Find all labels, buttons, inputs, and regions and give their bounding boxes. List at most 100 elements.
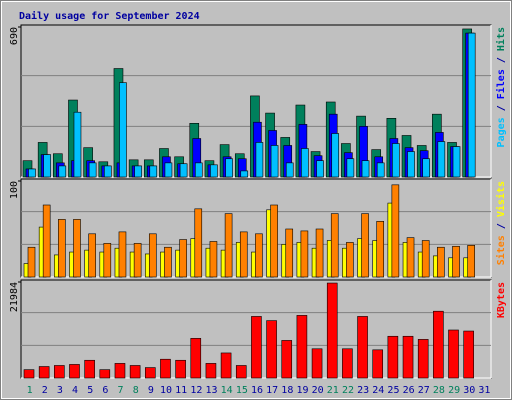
- bar: [433, 310, 444, 379]
- bar: [467, 245, 475, 278]
- bar: [296, 315, 308, 379]
- bar: [392, 143, 400, 178]
- x-tick-label: 15: [236, 385, 248, 396]
- bar: [42, 204, 51, 278]
- legend-entry: Visits: [495, 181, 507, 217]
- bar: [281, 340, 293, 379]
- x-tick-label: 12: [190, 385, 202, 396]
- bar: [452, 146, 461, 178]
- bar: [133, 243, 142, 278]
- bar: [448, 329, 459, 379]
- y-tick-label: 100: [9, 181, 20, 199]
- x-tick-label: 4: [72, 385, 78, 396]
- bar: [316, 160, 324, 178]
- x-tick-label: 14: [221, 385, 233, 396]
- bar: [357, 316, 368, 379]
- legend-label: Pages / Files / Hits: [495, 27, 507, 147]
- bar: [376, 221, 385, 278]
- x-tick-label: 6: [102, 385, 108, 396]
- y-tick-label: 21984: [9, 282, 20, 312]
- legend-entry: Sites: [495, 235, 507, 265]
- bar: [331, 133, 340, 178]
- bar: [28, 168, 36, 178]
- bar: [194, 208, 203, 278]
- bar: [58, 219, 66, 278]
- x-tick-label: 13: [205, 385, 217, 396]
- bar: [220, 352, 232, 379]
- bar: [210, 164, 218, 178]
- bar: [372, 349, 384, 379]
- x-tick-label: 27: [418, 385, 430, 396]
- x-tick-label: 18: [281, 385, 293, 396]
- x-tick-label: 26: [403, 385, 415, 396]
- x-tick-label: 9: [148, 385, 154, 396]
- legend-label: Sites / Visits: [495, 181, 507, 265]
- bar: [73, 219, 81, 278]
- x-tick-label: 5: [87, 385, 93, 396]
- bar: [179, 239, 187, 278]
- bar: [407, 151, 415, 178]
- bar: [118, 231, 127, 278]
- bar: [54, 365, 65, 379]
- bar: [421, 240, 430, 278]
- bar: [361, 160, 370, 178]
- x-tick-label: 25: [387, 385, 399, 396]
- chart-title: Daily usage for September 2024: [19, 10, 200, 22]
- bar: [149, 165, 158, 178]
- bar: [417, 339, 429, 379]
- x-tick-label: 1: [27, 385, 33, 396]
- x-tick-label: 30: [463, 385, 475, 396]
- x-tick-label: 2: [42, 385, 48, 396]
- bar: [266, 320, 277, 379]
- bar: [23, 369, 35, 379]
- bar: [251, 316, 262, 379]
- legend-separator: /: [496, 217, 507, 235]
- bar: [270, 145, 279, 178]
- x-tick-label: 3: [57, 385, 63, 396]
- bar: [387, 335, 399, 379]
- bar: [391, 184, 400, 278]
- bar: [134, 165, 142, 178]
- bar: [73, 111, 82, 178]
- bar: [402, 335, 414, 379]
- bar: [119, 82, 127, 178]
- bar: [194, 162, 203, 178]
- bar: [240, 170, 249, 178]
- bar: [88, 162, 97, 178]
- bar: [175, 359, 186, 379]
- bar: [437, 246, 445, 278]
- bar: [326, 282, 338, 379]
- bar: [406, 237, 415, 278]
- bar: [452, 245, 460, 278]
- bar: [239, 231, 248, 278]
- bar: [330, 213, 339, 278]
- bar: [209, 241, 218, 278]
- x-tick-label: 20: [312, 385, 324, 396]
- bar: [422, 158, 430, 178]
- bar: [69, 364, 80, 379]
- legend-entry: Pages: [496, 117, 507, 147]
- bar: [190, 338, 202, 379]
- x-tick-label: 11: [175, 385, 187, 396]
- bar: [361, 213, 369, 278]
- x-tick-label: 8: [133, 385, 139, 396]
- bar: [43, 154, 51, 178]
- bar: [285, 228, 294, 278]
- bar: [27, 246, 36, 278]
- bar: [235, 365, 247, 379]
- bar: [160, 358, 171, 379]
- bar: [255, 142, 264, 178]
- bar: [164, 162, 173, 178]
- bar: [99, 369, 111, 379]
- x-tick-label: 22: [342, 385, 354, 396]
- legend-entry: Hits: [495, 27, 507, 51]
- bar: [376, 162, 385, 178]
- bar: [104, 165, 112, 178]
- bar: [114, 363, 126, 379]
- bar: [205, 363, 217, 379]
- bar: [467, 32, 476, 178]
- legend-entry: KBytes: [496, 282, 507, 318]
- bar: [300, 230, 309, 278]
